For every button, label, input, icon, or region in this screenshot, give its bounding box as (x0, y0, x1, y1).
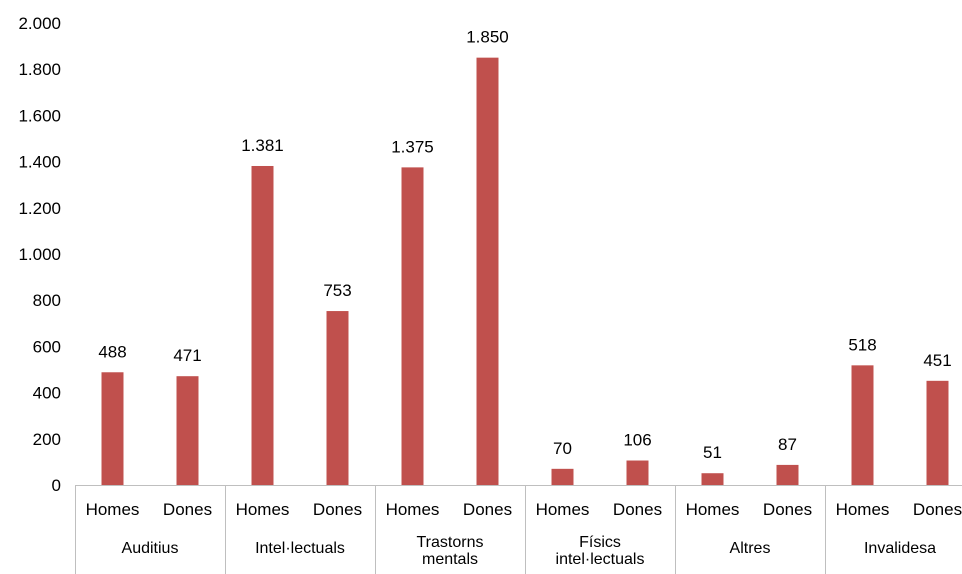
y-tick-label: 1.600 (18, 106, 61, 125)
bar (176, 376, 199, 485)
y-tick-label: 1.200 (18, 199, 61, 218)
y-tick-label: 2.000 (18, 14, 61, 33)
y-tick-label: 400 (33, 384, 61, 403)
y-axis: 0 200 400 600 800 1.000 1.200 1.400 1.600 1.800 2.… (18, 14, 61, 495)
y-tick-label: 1.400 (18, 153, 61, 172)
category-label: Homes (836, 500, 890, 519)
group-label-line: Intel·lectuals (255, 540, 345, 557)
group-label-line: intel·lectuals (556, 551, 645, 568)
data-label: 1.375 (391, 137, 434, 156)
data-label: 1.381 (241, 136, 284, 155)
group-label: Intel·lectuals (255, 540, 345, 557)
y-tick-label: 600 (33, 337, 61, 356)
data-label: 518 (848, 335, 876, 354)
bar (926, 380, 949, 485)
category-label: Homes (86, 500, 140, 519)
category-label: Dones (763, 500, 812, 519)
group-label: Trastorns mentals (417, 534, 484, 568)
category-label: Dones (463, 500, 512, 519)
bar (476, 57, 499, 486)
category-label: Homes (386, 500, 440, 519)
group-label-line: Auditius (122, 540, 179, 557)
category-label: Dones (163, 500, 212, 519)
category-label: Homes (236, 500, 290, 519)
group-label: Auditius (122, 540, 179, 557)
bar (851, 365, 874, 485)
data-label: 51 (703, 443, 722, 462)
bar (401, 167, 424, 485)
group-label-line: Trastorns (417, 534, 484, 551)
data-label: 451 (923, 351, 951, 370)
x-axis: Homes Dones Auditius Homes Dones Intel·lectua… (75, 485, 962, 574)
y-tick-label: 800 (33, 291, 61, 310)
data-label: 1.850 (466, 28, 509, 47)
bar (251, 165, 274, 485)
y-tick-label: 1.000 (18, 245, 61, 264)
data-label: 753 (323, 281, 351, 300)
group-label-line: mentals (422, 551, 478, 568)
bar (551, 468, 574, 485)
bar (626, 460, 649, 485)
bar (326, 311, 349, 485)
bar (776, 464, 799, 485)
bar (701, 473, 724, 485)
category-label: Dones (913, 500, 962, 519)
data-label: 471 (173, 346, 201, 365)
group-label-line: Invalidesa (864, 540, 936, 557)
category-label: Homes (686, 500, 740, 519)
data-label: 106 (623, 431, 651, 450)
category-label: Dones (613, 500, 662, 519)
group-label: Invalidesa (864, 540, 936, 557)
y-tick-label: 200 (33, 430, 61, 449)
data-labels: 488 471 1.381 753 1.375 1.850 70 106 51 87 518 451 (98, 28, 951, 463)
group-label-line: Altres (730, 540, 771, 557)
bar (101, 372, 124, 485)
y-tick-label: 0 (52, 476, 61, 495)
data-label: 488 (98, 342, 126, 361)
group-label: Físics intel·lectuals (556, 534, 645, 568)
bars (101, 57, 949, 486)
group-label: Altres (730, 540, 771, 557)
group-label-line: Físics (579, 534, 621, 551)
data-label: 70 (553, 439, 572, 458)
category-label: Homes (536, 500, 590, 519)
y-tick-label: 1.800 (18, 60, 61, 79)
data-label: 87 (778, 435, 797, 454)
category-label: Dones (313, 500, 362, 519)
